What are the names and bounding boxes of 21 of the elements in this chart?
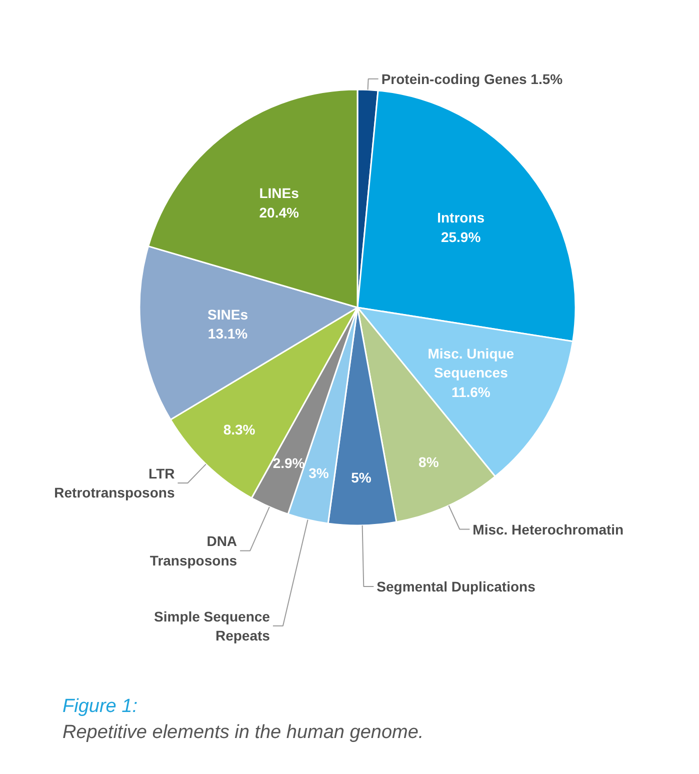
data-label: 2.9% — [272, 455, 306, 472]
slice-label: LINEs — [259, 185, 300, 202]
text: Repetitive elements in the human genome. — [62, 722, 424, 743]
data-label: 5% — [351, 470, 372, 486]
slice-label: Misc. Unique Sequences — [428, 345, 514, 381]
data-label: 8.3% — [223, 422, 256, 438]
slice-label: Misc. Heterochromatin — [472, 521, 624, 538]
slice-label: Simple Sequence Repeats — [154, 608, 270, 644]
data-label: 13.1% — [208, 326, 248, 342]
slice-label: LTR Retrotransposons — [54, 465, 175, 501]
slice-label: Segmental Duplications — [376, 578, 536, 594]
slice-label: Introns — [437, 210, 485, 226]
data-label: 11.6% — [451, 384, 491, 400]
slice-label: Protein-coding Genes 1.5% — [381, 70, 564, 87]
slice-label: SINEs — [208, 306, 248, 323]
slice-label: DNA Transposons — [150, 533, 238, 568]
data-label: 20.4% — [259, 204, 300, 220]
text: Figure 1: — [62, 696, 138, 717]
data-label: 8% — [418, 454, 440, 470]
data-label: 25.9% — [440, 228, 482, 245]
data-label: 3% — [308, 465, 330, 482]
